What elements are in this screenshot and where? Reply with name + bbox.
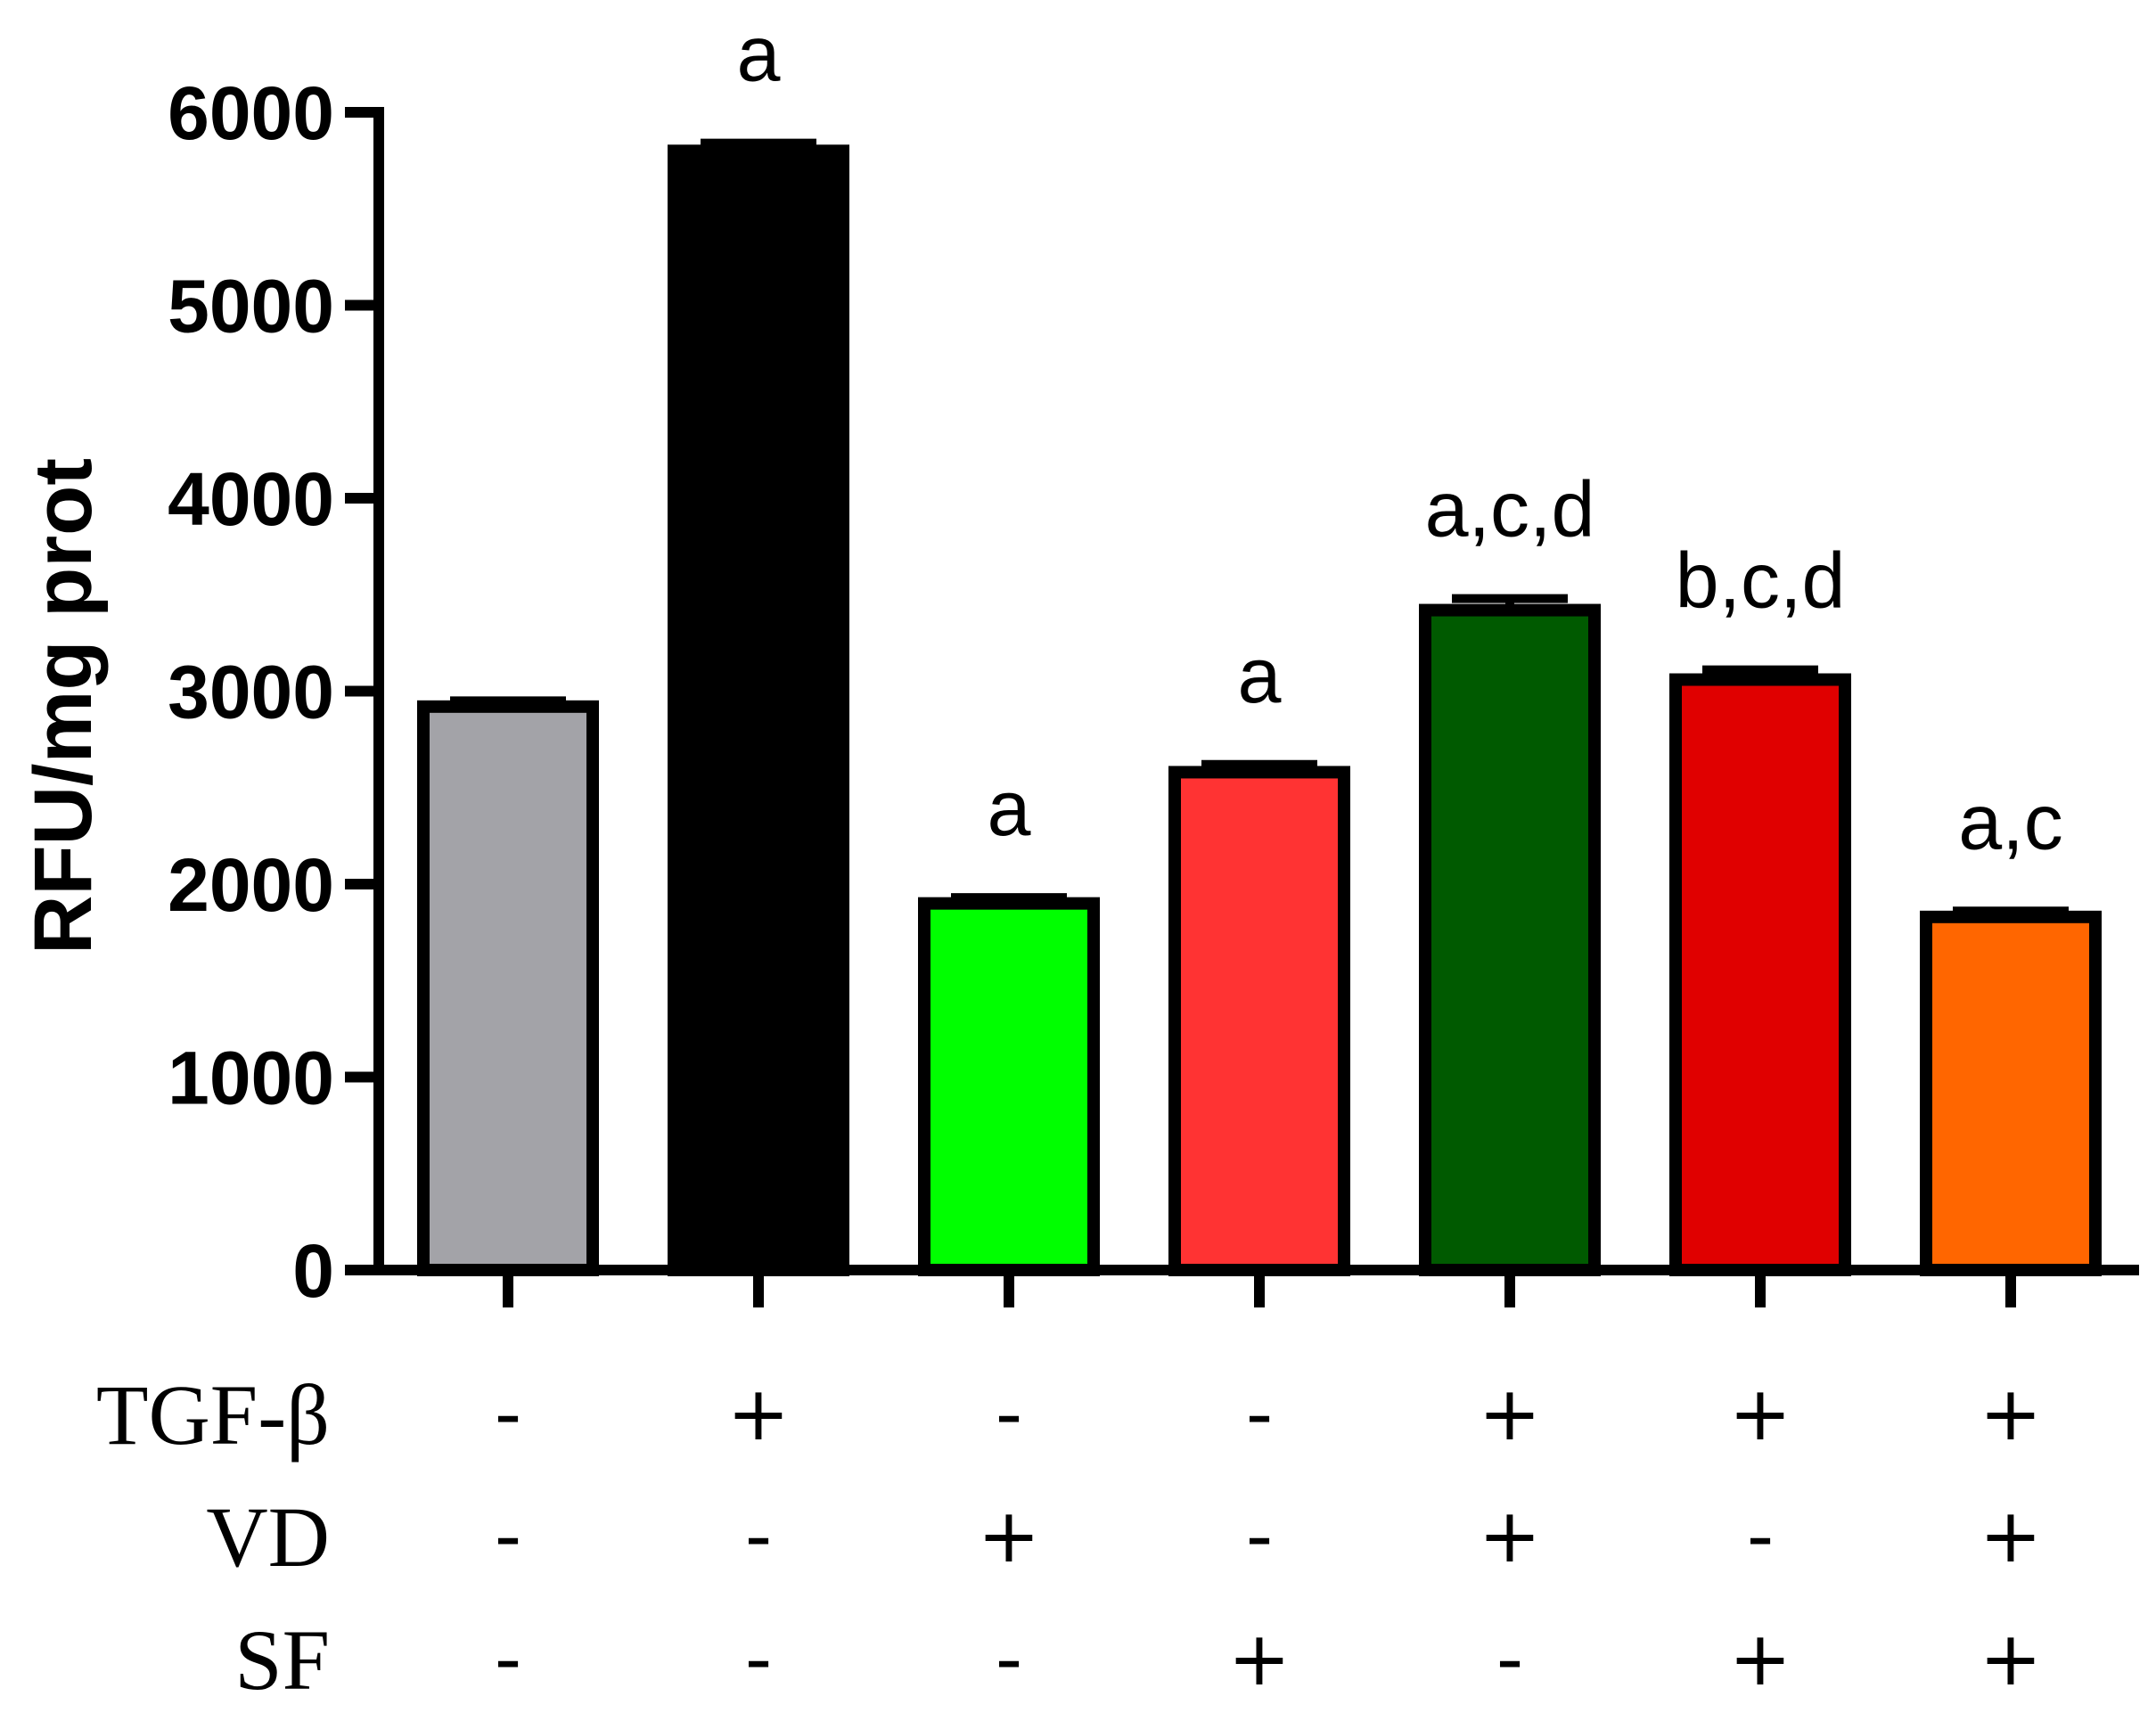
plus-sign: + [1479, 1370, 1541, 1457]
bar-1 [417, 700, 599, 1276]
minus-sign: - [495, 1615, 521, 1702]
bar-5 [1419, 603, 1601, 1276]
annotation-6: b,c,d [1676, 537, 1846, 625]
treatment-label: TGF-β [96, 1367, 330, 1463]
y-tick-label: 4000 [168, 457, 334, 541]
y-tick-label: 0 [292, 1229, 334, 1313]
minus-sign: - [996, 1615, 1022, 1702]
treatment-label: VD [206, 1489, 330, 1585]
plus-sign: + [1729, 1370, 1791, 1457]
plus-sign: + [1729, 1615, 1791, 1702]
y-tick-label: 1000 [168, 1037, 334, 1120]
plus-sign: + [727, 1370, 790, 1457]
y-axis-ticks: 0 1000 2000 3000 4000 5000 6000 [168, 71, 379, 1313]
plus-sign: + [1228, 1615, 1291, 1702]
annotation-5: a,c,d [1425, 465, 1595, 553]
y-axis-label-group: RFU/mg prot [18, 458, 109, 955]
bar-6 [1669, 673, 1851, 1276]
minus-sign: - [495, 1492, 521, 1579]
bar-2 [668, 144, 849, 1276]
minus-sign: - [996, 1370, 1022, 1457]
significance-annotations: a a a a,c,d b,c,d a,c [737, 10, 2063, 866]
y-tick-label: 2000 [168, 843, 334, 927]
y-tick-label: 5000 [168, 265, 334, 348]
minus-sign: - [1246, 1492, 1273, 1579]
bar-4 [1168, 766, 1350, 1276]
minus-sign: - [1496, 1615, 1523, 1702]
x-axis-ticks [503, 1270, 2016, 1307]
y-tick-label: 3000 [168, 651, 334, 734]
minus-sign: - [1747, 1492, 1774, 1579]
plus-sign: + [978, 1492, 1040, 1579]
annotation-2: a [737, 10, 781, 98]
minus-sign: - [745, 1492, 772, 1579]
treatment-table: TGF-β - + - - + + + VD - - + - + - + SF - - - + - + + [96, 1367, 2042, 1708]
plus-sign: + [1980, 1492, 2042, 1579]
treatment-label: SF [234, 1612, 330, 1708]
minus-sign: - [495, 1370, 521, 1457]
bar-3 [918, 897, 1100, 1277]
plus-sign: + [1980, 1615, 2042, 1702]
annotation-7: a,c [1958, 777, 2062, 865]
axes [345, 107, 2139, 1275]
annotation-3: a [988, 764, 1031, 852]
plus-sign: + [1479, 1492, 1541, 1579]
y-tick-label: 6000 [168, 71, 334, 155]
minus-sign: - [745, 1615, 772, 1702]
y-axis-label: RFU/mg prot [18, 458, 109, 955]
minus-sign: - [1246, 1370, 1273, 1457]
annotation-4: a [1238, 631, 1282, 719]
bar-7 [1920, 910, 2102, 1277]
plus-sign: + [1980, 1370, 2042, 1457]
